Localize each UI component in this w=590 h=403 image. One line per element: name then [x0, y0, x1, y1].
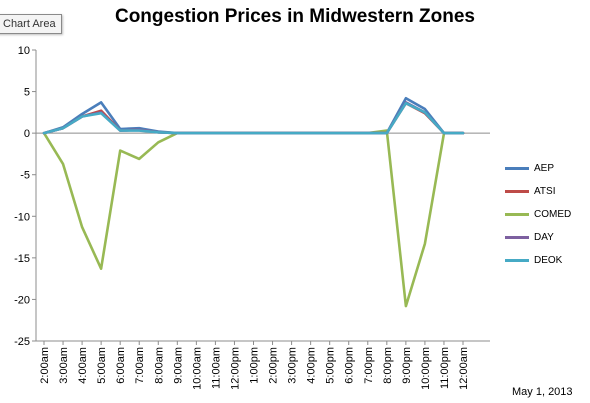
y-tick-label: -25 — [14, 336, 30, 348]
y-tick-label: 5 — [24, 87, 30, 99]
x-tick-label: 10:00am — [191, 347, 203, 390]
y-tick-label: -15 — [14, 253, 30, 265]
y-tick-label: 0 — [24, 128, 30, 140]
legend-label: ATSI — [534, 186, 556, 197]
x-tick-label: 10:00pm — [420, 347, 432, 390]
legend-swatch — [505, 259, 529, 262]
legend-swatch — [505, 167, 529, 170]
x-tick-label: 5:00pm — [325, 347, 337, 384]
x-tick-label: 11:00am — [210, 347, 222, 389]
x-tick-label: 6:00pm — [344, 347, 356, 384]
chart-title: Congestion Prices in Midwestern Zones — [114, 6, 475, 27]
x-tick-label: 11:00pm — [439, 347, 451, 389]
chart-area-tooltip: Chart Area — [0, 14, 62, 34]
chart-axes: 10 5 0 -5 -10 -15 -20 -25 2:00am 3:00am 4:00am 5:00… — [14, 45, 490, 390]
x-tick-label: 12:00am — [458, 347, 470, 390]
series-line-deok[interactable] — [42, 101, 465, 135]
x-tick-label: 3:00am — [58, 347, 70, 384]
x-tick-label: 12:00pm — [229, 347, 241, 390]
legend-label: DEOK — [534, 255, 563, 266]
x-tick-label: 9:00am — [172, 347, 184, 384]
legend-label: COMED — [534, 209, 572, 220]
legend-item-aep: AEP — [505, 162, 585, 176]
x-tick-label: 7:00am — [134, 347, 146, 384]
x-tick-label: 5:00am — [96, 347, 108, 384]
legend-swatch — [505, 236, 529, 239]
chart-series-lines — [42, 96, 465, 308]
x-tick-label: 4:00am — [77, 347, 89, 384]
y-tick-label: -20 — [14, 294, 30, 306]
legend-item-comed: COMED — [505, 208, 585, 222]
x-tick-label: 9:00pm — [401, 347, 413, 384]
x-tick-label: 2:00am — [39, 347, 51, 384]
legend-swatch — [505, 190, 529, 193]
x-tick-label: 8:00pm — [382, 347, 394, 384]
legend-item-deok: DEOK — [505, 254, 585, 268]
x-tick-label: 2:00pm — [268, 347, 280, 384]
chart-date-note: May 1, 2013 — [512, 386, 573, 398]
x-tick-label: 6:00am — [115, 347, 127, 384]
legend-swatch — [505, 213, 529, 216]
x-tick-label: 1:00pm — [249, 347, 261, 384]
y-tick-label: 10 — [18, 45, 30, 57]
legend-item-atsi: ATSI — [505, 185, 585, 199]
y-tick-label: -10 — [14, 211, 30, 223]
x-tick-label: 4:00pm — [306, 347, 318, 384]
series-line-comed[interactable] — [42, 129, 465, 308]
legend-item-day: DAY — [505, 231, 585, 245]
legend-label: AEP — [534, 163, 555, 174]
x-tick-label: 8:00am — [153, 347, 165, 384]
x-tick-label: 7:00pm — [363, 347, 375, 384]
x-tick-label: 3:00pm — [287, 347, 299, 384]
y-tick-label: -5 — [20, 170, 30, 182]
legend-label: DAY — [534, 232, 554, 243]
